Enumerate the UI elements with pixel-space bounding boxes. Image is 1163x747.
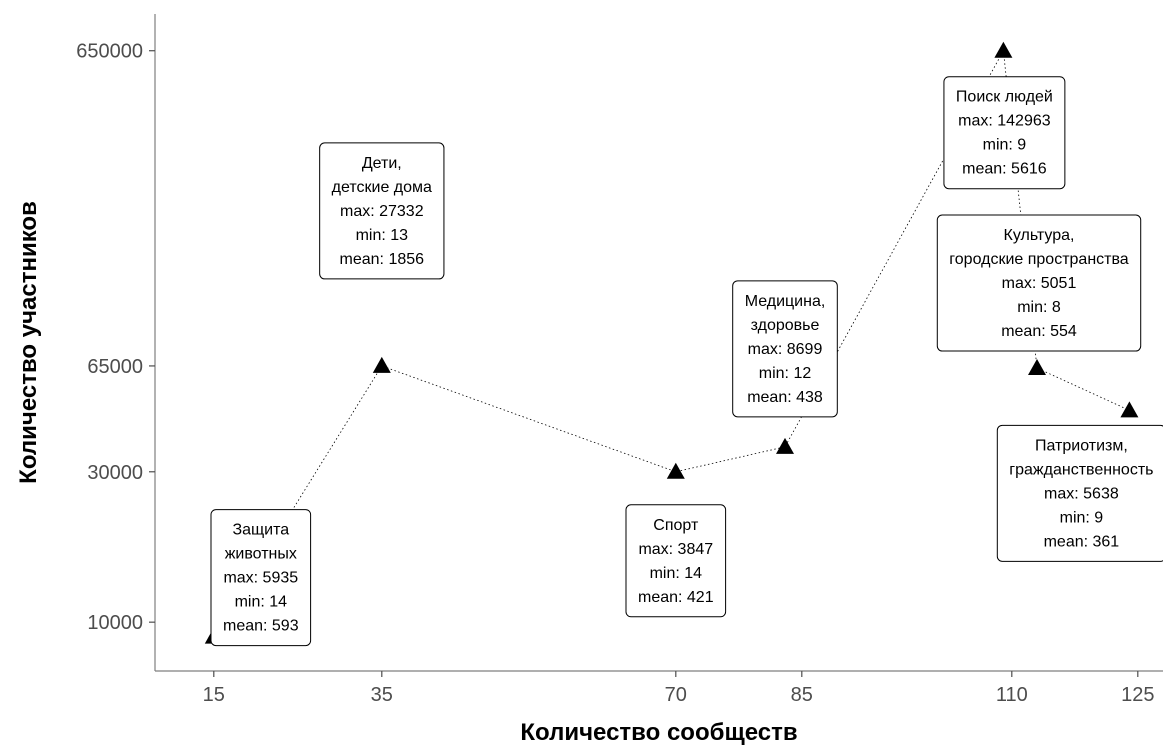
point-label-line: здоровье — [751, 317, 820, 334]
data-point-marker — [994, 41, 1013, 58]
point-label-line: mean: 421 — [638, 589, 714, 606]
point-label-line: гражданственность — [1009, 461, 1153, 478]
point-label-line: mean: 593 — [223, 618, 299, 635]
point-label: Культура, городские пространства max: 5051… — [936, 214, 1142, 352]
y-axis-title: Количество участников — [15, 201, 42, 484]
x-tick-label: 85 — [791, 684, 813, 706]
y-tick-label: 65000 — [87, 356, 143, 378]
data-point-marker — [666, 462, 685, 479]
point-label-line: min: 14 — [650, 565, 703, 582]
point-label: Дети, детские дома max: 27332 min: 13 mean: … — [319, 142, 445, 280]
point-label-line: mean: 554 — [1001, 323, 1077, 340]
x-axis-ticks: 15 35 70 85 110 125 — [203, 671, 1154, 706]
data-point-marker — [776, 437, 794, 454]
point-label-line: min: 12 — [759, 365, 812, 382]
x-tick-label: 70 — [665, 684, 687, 706]
point-label-line: Медицина, — [745, 293, 826, 310]
point-label-line: mean: 1856 — [340, 251, 425, 268]
point-label: Поиск людей max: 142963 min: 9 mean: 5616 — [943, 76, 1066, 190]
point-label-line: Культура, — [1004, 227, 1075, 244]
point-label-line: min: 9 — [1060, 509, 1104, 526]
point-label-box — [319, 142, 445, 280]
point-label-line: max: 5051 — [1002, 275, 1077, 292]
point-label-box — [732, 280, 838, 418]
y-tick-label: 30000 — [87, 462, 143, 484]
point-label-line: min: 8 — [1017, 299, 1061, 316]
point-label-line: max: 142963 — [958, 113, 1051, 130]
point-label-box — [625, 504, 727, 618]
point-label-box — [943, 76, 1066, 190]
point-label-line: mean: 361 — [1044, 533, 1120, 550]
point-label-line: городские пространства — [949, 251, 1129, 268]
point-label-line: Дети, — [362, 155, 402, 172]
x-tick-label: 125 — [1121, 684, 1154, 706]
x-tick-label: 35 — [371, 684, 393, 706]
point-label-line: животных — [225, 546, 297, 563]
data-point-marker — [1120, 401, 1139, 418]
point-label-line: mean: 438 — [747, 389, 823, 406]
point-label-line: mean: 5616 — [962, 161, 1047, 178]
point-label-line: max: 8699 — [748, 341, 823, 358]
axes: 15 35 70 85 110 125 10000 30000 65000 650000 — [76, 14, 1163, 706]
data-point-marker — [372, 356, 391, 373]
point-label-line: min: 9 — [983, 137, 1027, 154]
point-label-box — [996, 424, 1163, 562]
point-label-line: min: 14 — [235, 594, 288, 611]
point-label-line: Патриотизм, — [1035, 437, 1128, 454]
point-label-box — [210, 509, 312, 647]
data-point-marker — [1028, 359, 1046, 376]
point-label-line: max: 27332 — [340, 203, 424, 220]
point-label-box — [936, 214, 1142, 352]
point-label-line: детские дома — [332, 179, 432, 196]
y-tick-label: 10000 — [87, 612, 143, 634]
point-label: Патриотизм, гражданственность max: 5638 min… — [996, 424, 1163, 562]
data-markers — [204, 41, 1139, 644]
x-tick-label: 15 — [203, 684, 225, 706]
point-label: Защита животных max: 5935 min: 14 mean: 593 — [210, 509, 312, 647]
point-label-line: max: 5935 — [223, 570, 298, 587]
point-label-line: Поиск людей — [956, 89, 1053, 106]
point-label-line: max: 3847 — [638, 541, 713, 558]
point-labels: Защита животных max: 5935 min: 14 mean: 593 Д… — [210, 76, 1163, 647]
point-label-line: Спорт — [653, 517, 699, 534]
point-label-line: min: 13 — [356, 227, 409, 244]
point-label: Медицина, здоровье max: 8699 min: 12 mean: 4… — [732, 280, 838, 418]
x-axis-title: Количество сообществ — [520, 719, 797, 746]
point-label: Спорт max: 3847 min: 14 mean: 421 — [625, 504, 727, 618]
point-label-line: Защита — [232, 522, 289, 539]
y-axis-ticks: 10000 30000 65000 650000 — [76, 41, 155, 634]
x-tick-label: 110 — [996, 684, 1028, 706]
y-tick-label: 650000 — [76, 41, 143, 63]
point-label-line: max: 5638 — [1044, 485, 1119, 502]
